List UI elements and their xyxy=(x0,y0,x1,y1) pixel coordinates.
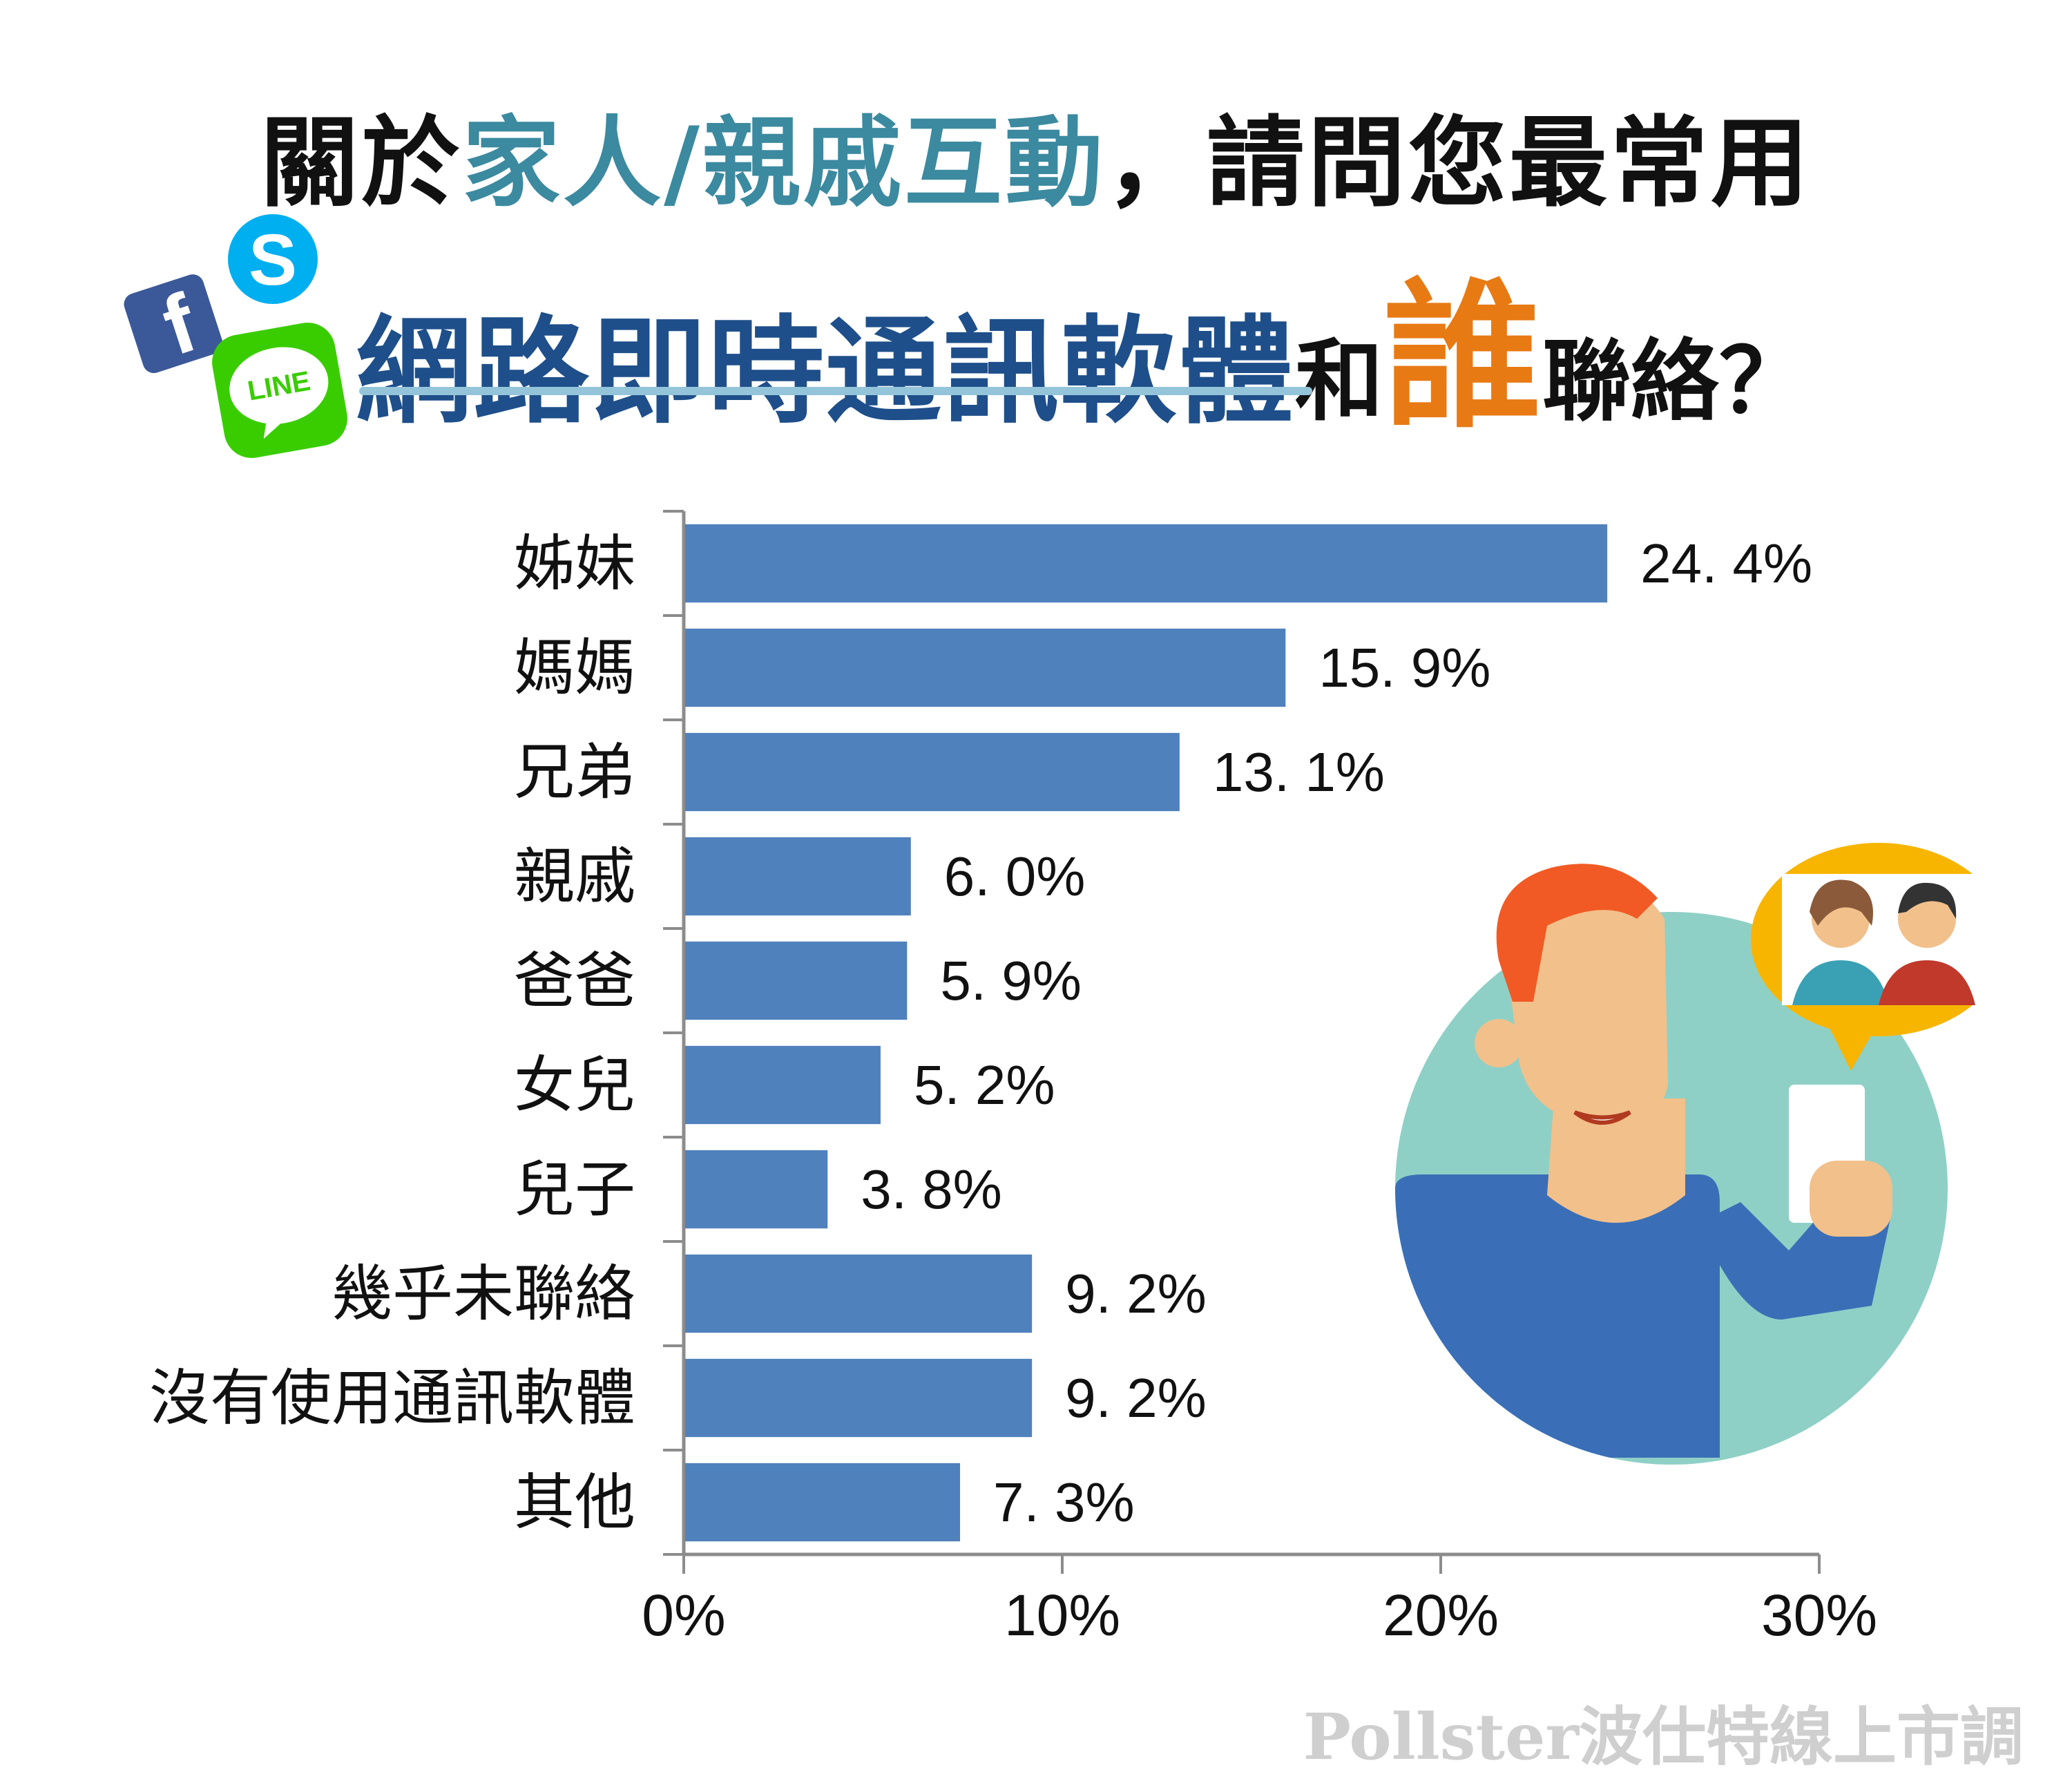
value-label: 9. 2% xyxy=(1065,1262,1207,1324)
bar xyxy=(685,628,1286,707)
app-icons: f S LINE xyxy=(124,214,347,458)
x-tick-label: 0% xyxy=(642,1583,726,1648)
value-label: 7. 3% xyxy=(993,1471,1135,1533)
value-label: 5. 9% xyxy=(940,949,1082,1011)
bar xyxy=(685,1045,881,1125)
value-label: 9. 2% xyxy=(1065,1367,1207,1429)
title-line-1: 關於家人/親戚互動，請問您最常用 xyxy=(0,83,2072,225)
title-highlight: 家人/親戚互動 xyxy=(462,106,1106,220)
bar xyxy=(685,1150,828,1229)
value-label: 3. 8% xyxy=(861,1158,1002,1220)
category-label: 沒有使用通訊軟體 xyxy=(148,1362,635,1434)
x-tick-label: 10% xyxy=(1004,1583,1121,1648)
title-ending: 聯絡？ xyxy=(1542,330,1808,433)
category-label: 幾乎未聯絡 xyxy=(331,1257,635,1329)
title-prefix: 關於 xyxy=(260,106,463,220)
bar xyxy=(685,1254,1033,1333)
person-phone-illustration xyxy=(1395,843,1975,1465)
value-label: 5. 2% xyxy=(913,1054,1055,1116)
category-label: 其他 xyxy=(513,1466,635,1538)
title-connector: 和 xyxy=(1295,330,1384,433)
watermark: Pollster波仕特線上市調 xyxy=(1303,1699,2024,1774)
x-tick-label: 30% xyxy=(1761,1583,1878,1648)
category-label: 爸爸 xyxy=(513,944,635,1016)
title-suffix: ，請問您最常用 xyxy=(1105,106,1812,220)
category-label: 姊妹 xyxy=(513,527,635,599)
bar xyxy=(685,1463,961,1542)
bar xyxy=(685,1358,1033,1438)
category-label: 女兒 xyxy=(513,1049,635,1121)
bar xyxy=(685,837,911,916)
bar xyxy=(685,524,1608,603)
skype-letter: S xyxy=(249,220,297,301)
title-underline xyxy=(359,387,1312,395)
value-label: 6. 0% xyxy=(943,845,1086,907)
title-keyword: 網路即時通訊軟體 xyxy=(356,304,1295,439)
line-icon: LINE xyxy=(212,323,347,458)
skype-icon: S xyxy=(228,214,318,304)
x-tick-label: 20% xyxy=(1382,1583,1499,1648)
title-line-2: 網路即時通訊軟體和誰聯絡？ xyxy=(356,228,1807,450)
category-label: 媽媽 xyxy=(513,631,635,703)
bar xyxy=(685,732,1180,812)
category-label: 兒子 xyxy=(513,1153,635,1225)
value-label: 15. 9% xyxy=(1318,636,1491,698)
category-label: 兄弟 xyxy=(513,736,635,808)
title-emphasis: 誰 xyxy=(1383,265,1543,450)
category-label: 親戚 xyxy=(513,840,635,912)
value-label: 13. 1% xyxy=(1212,741,1385,803)
bar xyxy=(685,941,908,1020)
value-label: 24. 4% xyxy=(1640,532,1813,594)
facebook-icon: f xyxy=(124,274,223,374)
